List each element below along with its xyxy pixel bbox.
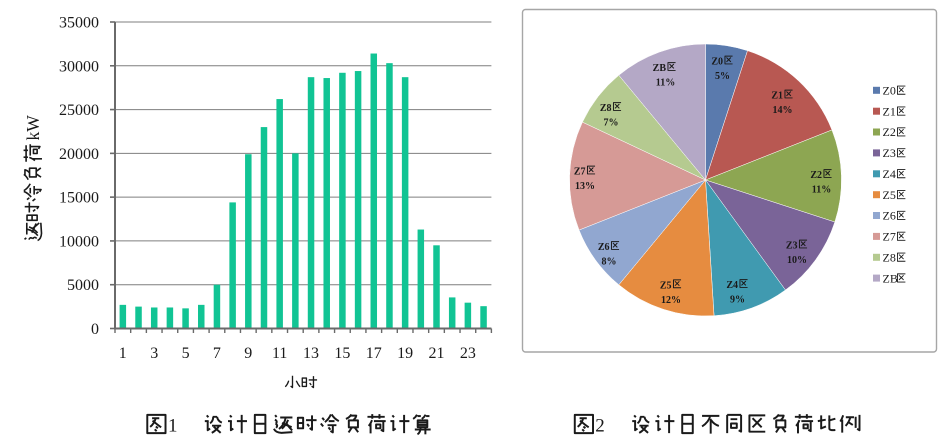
svg-text:0: 0: [91, 321, 99, 338]
svg-text:10000: 10000: [59, 233, 99, 250]
svg-text:15: 15: [334, 345, 350, 362]
svg-text:25000: 25000: [59, 102, 99, 119]
svg-text:13%: 13%: [575, 181, 595, 192]
svg-text:2: 2: [595, 416, 605, 437]
svg-text:Z5: Z5: [660, 280, 672, 291]
svg-text:Z6: Z6: [883, 209, 896, 223]
svg-text:7%: 7%: [604, 118, 619, 129]
svg-text:11: 11: [272, 345, 287, 362]
svg-text:3: 3: [150, 345, 158, 362]
svg-text:12%: 12%: [661, 295, 681, 306]
svg-text:17: 17: [366, 345, 382, 362]
svg-text:Z2: Z2: [810, 170, 822, 181]
svg-text:9: 9: [244, 345, 252, 362]
svg-text:15000: 15000: [59, 190, 99, 207]
svg-text:21: 21: [429, 345, 445, 362]
svg-text:Z0: Z0: [883, 84, 896, 98]
svg-text:8%: 8%: [602, 257, 617, 268]
svg-text:11%: 11%: [656, 78, 675, 89]
svg-text:Z3: Z3: [883, 146, 896, 160]
svg-text:20000: 20000: [59, 146, 99, 163]
svg-text:Z4: Z4: [726, 280, 738, 291]
svg-text:9%: 9%: [730, 295, 745, 306]
svg-text:ZB: ZB: [653, 63, 667, 74]
svg-text:14%: 14%: [773, 105, 793, 116]
svg-text:Z7: Z7: [574, 167, 586, 178]
svg-text:Z6: Z6: [598, 242, 610, 253]
svg-text:Z1: Z1: [771, 91, 783, 102]
svg-text:Z2: Z2: [883, 125, 896, 139]
svg-text:23: 23: [460, 345, 476, 362]
svg-text:7: 7: [213, 345, 221, 362]
svg-text:5000: 5000: [67, 277, 99, 294]
svg-text:1: 1: [119, 345, 127, 362]
svg-text:Z8: Z8: [883, 251, 896, 265]
svg-text:35000: 35000: [59, 15, 99, 32]
svg-text:ZB: ZB: [883, 271, 898, 285]
svg-text:30000: 30000: [59, 58, 99, 75]
svg-text:10%: 10%: [787, 255, 807, 266]
svg-text:5: 5: [182, 345, 190, 362]
svg-text:11%: 11%: [812, 185, 831, 196]
svg-text:Z4: Z4: [883, 167, 896, 181]
svg-text:Z7: Z7: [883, 230, 896, 244]
svg-text:Z8: Z8: [600, 103, 612, 114]
svg-text:19: 19: [397, 345, 413, 362]
svg-text:1: 1: [168, 416, 178, 437]
svg-text:Z0: Z0: [711, 57, 723, 68]
svg-text:kW: kW: [23, 115, 43, 141]
svg-text:Z3: Z3: [786, 241, 798, 252]
svg-text:5%: 5%: [715, 71, 730, 82]
svg-text:13: 13: [303, 345, 319, 362]
svg-text:Z5: Z5: [883, 188, 896, 202]
svg-text:Z1: Z1: [883, 104, 896, 118]
